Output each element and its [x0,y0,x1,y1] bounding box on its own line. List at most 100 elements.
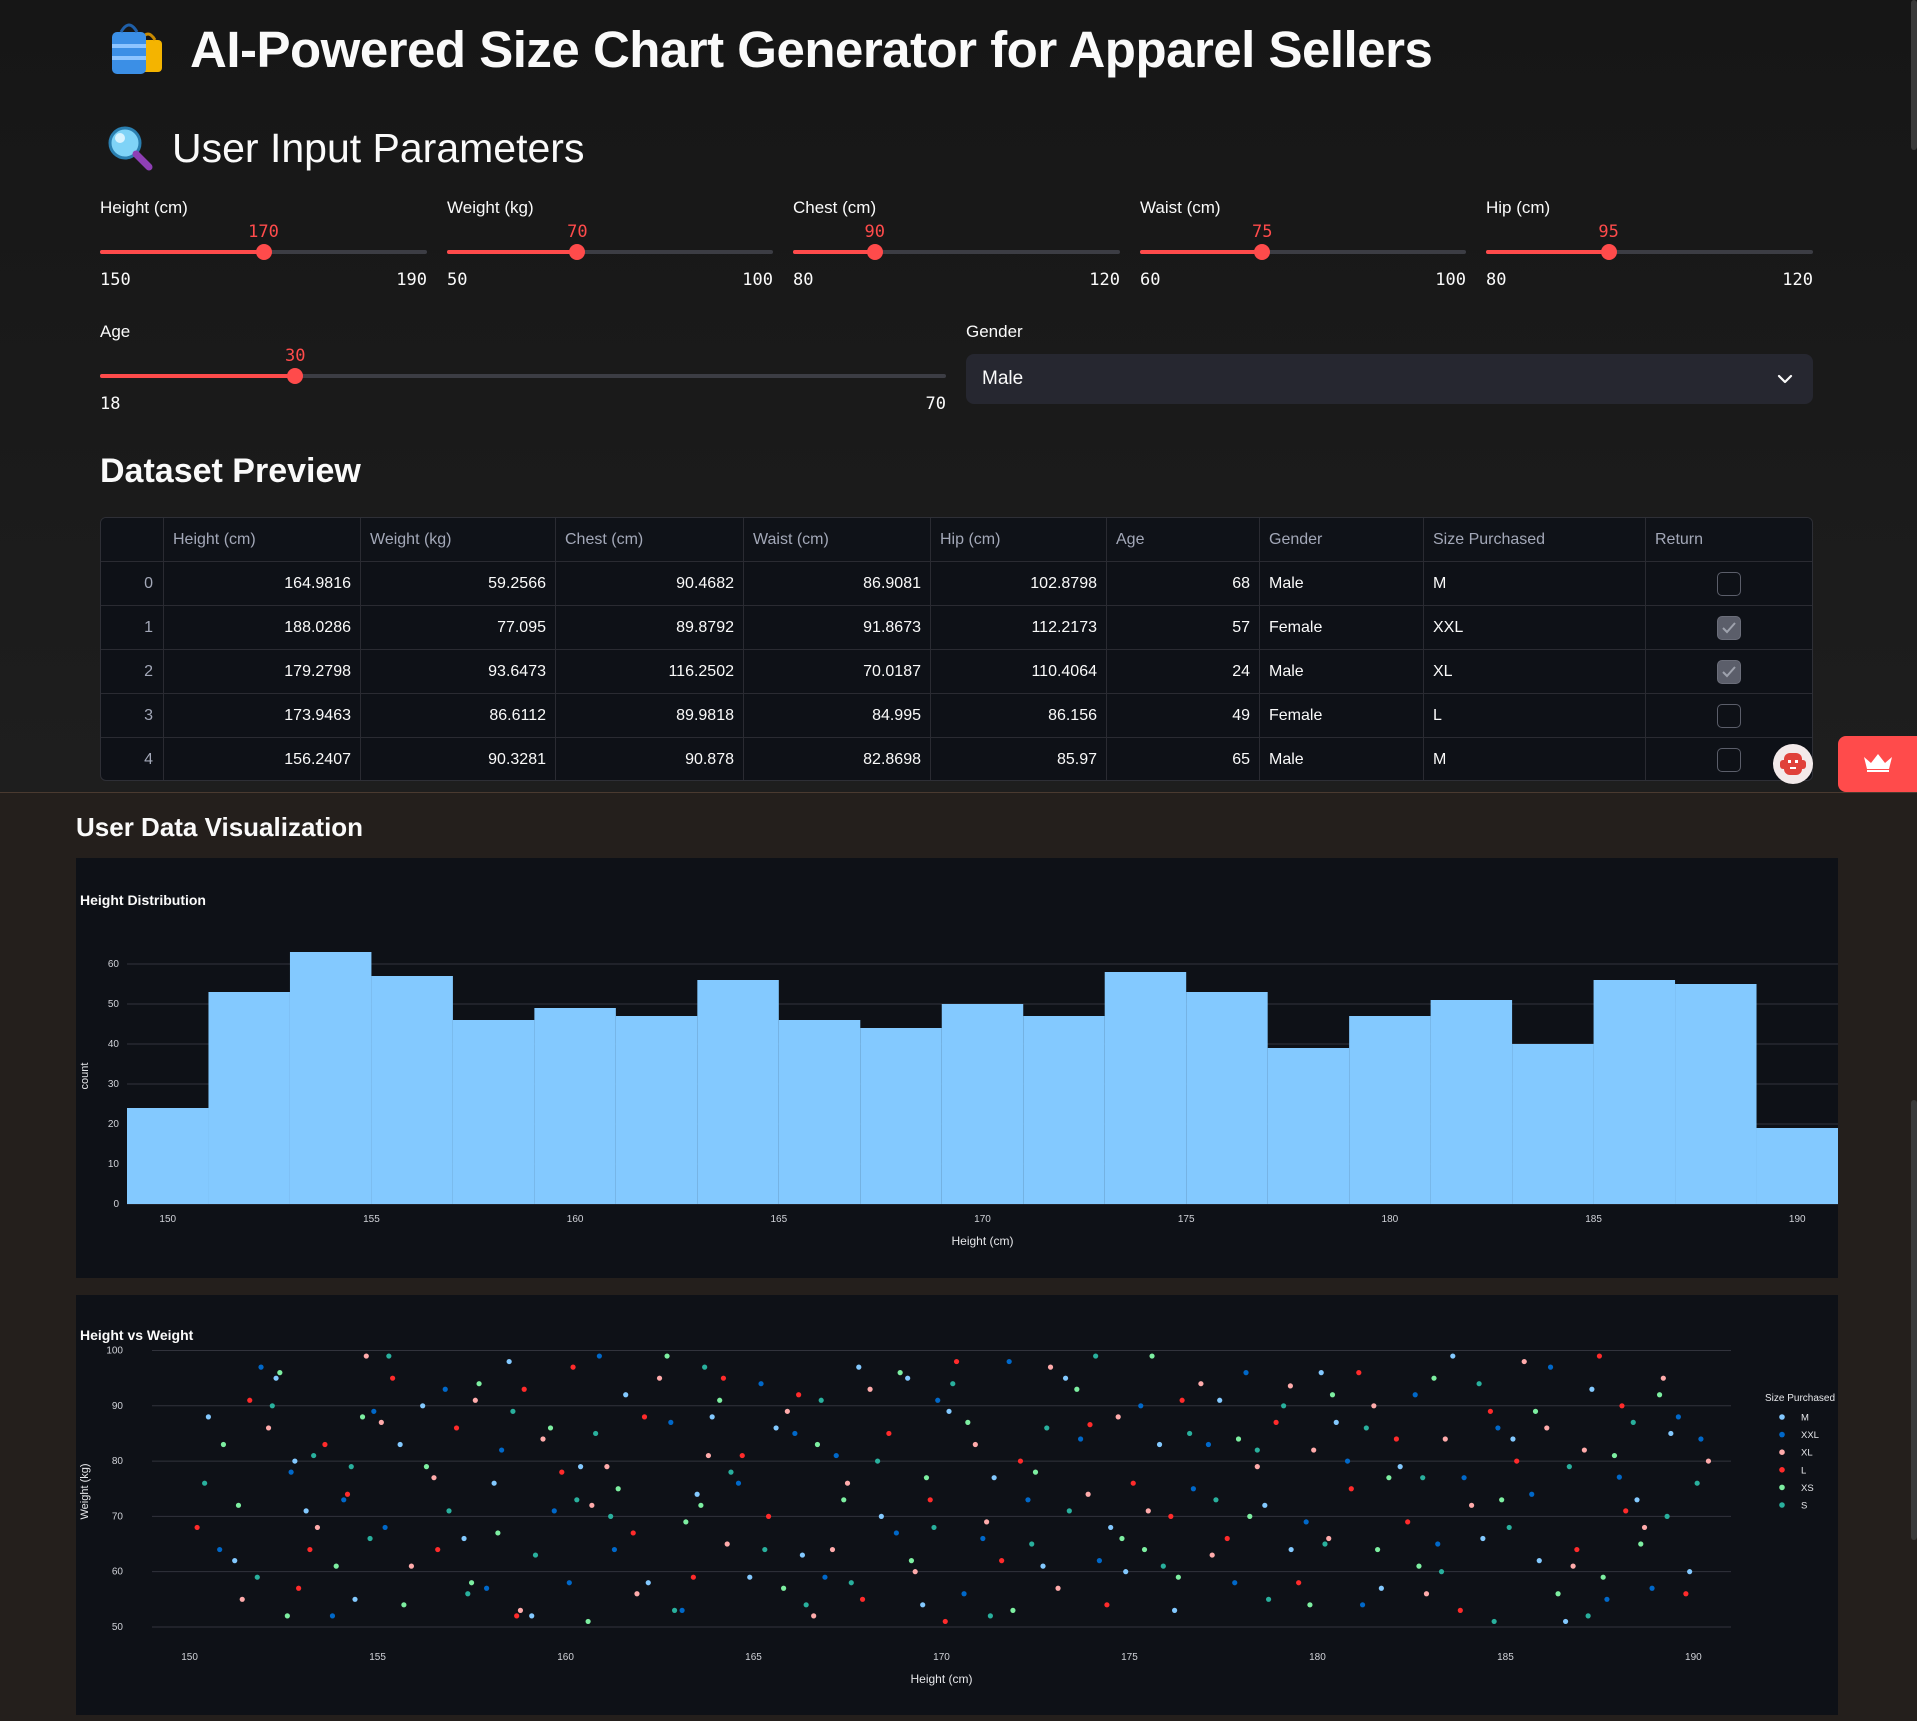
scatter-point[interactable] [822,1574,828,1580]
scatter-point[interactable] [1273,1419,1279,1425]
gender-cell[interactable]: Female [1260,606,1424,649]
table-header-gender[interactable]: Gender [1260,518,1424,561]
scatter-point[interactable] [1634,1497,1640,1503]
scatter-point[interactable] [634,1591,640,1597]
histogram-bar[interactable] [1186,992,1268,1204]
scatter-point[interactable] [446,1508,452,1514]
scatter-point[interactable] [499,1447,505,1453]
scatter-point[interactable] [382,1524,388,1531]
scatter-point[interactable] [920,1602,926,1608]
scatter-point[interactable] [1115,1414,1121,1420]
scatter-point[interactable] [1066,1508,1072,1514]
scatter-point[interactable] [517,1607,524,1613]
scatter-point[interactable] [1175,1574,1181,1580]
scatter-point[interactable] [1442,1436,1448,1442]
scatter-point[interactable] [1431,1375,1437,1381]
scatter-point[interactable] [1649,1585,1655,1591]
scatter-point[interactable] [1705,1458,1712,1464]
scatter-point[interactable] [833,1452,839,1459]
scatter-point[interactable] [965,1419,971,1425]
age-cell[interactable]: 49 [1107,694,1260,737]
scatter-point[interactable] [1333,1419,1339,1425]
scatter-point[interactable] [1187,1430,1193,1437]
waist-cell[interactable]: 70.0187 [744,650,931,693]
return-cell[interactable] [1646,650,1812,693]
scatter-point[interactable] [483,1585,490,1591]
scatter-point[interactable] [1600,1574,1606,1580]
scatter-point[interactable] [284,1613,290,1619]
scatter-point[interactable] [1062,1375,1069,1381]
scatter-point[interactable] [1074,1386,1080,1392]
height-cell[interactable]: 179.2798 [164,650,361,693]
scatter-point[interactable] [521,1386,527,1392]
weight-slider[interactable]: Weight (kg) 70 50 100 [447,198,773,298]
scatter-point[interactable] [1683,1591,1689,1597]
legend-marker[interactable] [1779,1414,1785,1420]
histogram-bar[interactable] [697,980,779,1204]
scatter-point[interactable] [1040,1563,1046,1569]
scatter-point[interactable] [566,1580,572,1586]
height-weight-scatter-chart[interactable]: Height vs Weight 50 60 70 80 90 100 150 155 160 1… [76,1295,1838,1715]
scatter-point[interactable] [611,1546,618,1553]
scatter-point[interactable] [908,1558,915,1564]
scatter-point[interactable] [585,1618,591,1625]
scatter-point[interactable] [333,1563,339,1569]
scatter-point[interactable] [1521,1358,1527,1365]
scatter-point[interactable] [322,1441,328,1448]
scatter-point[interactable] [593,1430,599,1437]
weight-slider-track[interactable] [447,244,773,260]
scatter-point[interactable] [923,1475,930,1481]
scatter-point[interactable] [311,1452,317,1459]
scatter-point[interactable] [1247,1513,1253,1519]
age-slider-thumb[interactable] [287,368,304,384]
scatter-point[interactable] [931,1524,937,1531]
scatter-point[interactable] [1108,1524,1114,1531]
return-checkbox[interactable] [1717,703,1741,728]
scatter-point[interactable] [1416,1563,1422,1569]
scatter-point[interactable] [1329,1392,1336,1398]
scatter-point[interactable] [1205,1441,1212,1448]
scatter-point[interactable] [765,1513,772,1519]
scatter-point[interactable] [1055,1585,1061,1591]
scatter-point[interactable] [442,1386,448,1392]
scatter-point[interactable] [1405,1519,1411,1525]
age-cell[interactable]: 57 [1107,606,1260,649]
scatter-point[interactable] [1318,1370,1324,1376]
scatter-point[interactable] [1296,1580,1302,1586]
scrollbar-lower[interactable] [1911,1100,1917,1540]
scatter-point[interactable] [848,1580,854,1586]
waist-slider-thumb[interactable] [1254,244,1271,260]
scatter-point[interactable] [235,1502,242,1508]
legend-marker[interactable] [1779,1449,1785,1455]
histogram-bar[interactable] [371,976,453,1204]
scatter-point[interactable] [784,1408,790,1414]
scatter-point[interactable] [423,1464,430,1470]
histogram-bar[interactable] [1023,1016,1105,1204]
scatter-point[interactable] [671,1607,678,1613]
height-cell[interactable]: 164.9816 [164,562,361,605]
scatter-point[interactable] [1168,1513,1174,1519]
scatter-point[interactable] [717,1397,723,1403]
waist-cell[interactable]: 86.9081 [744,562,931,605]
scatter-point[interactable] [465,1591,471,1597]
scatter-point[interactable] [773,1425,779,1431]
histogram-bar[interactable] [208,992,290,1204]
scatter-point[interactable] [747,1574,753,1580]
legend-item-label[interactable]: XXL [1801,1430,1819,1441]
table-header-waist[interactable]: Waist (cm) [744,518,931,561]
scatter-point[interactable] [1476,1381,1482,1387]
table-row[interactable]: 0 164.9816 59.2566 90.4682 86.9081 102.8798 68… [101,562,1812,606]
age-cell[interactable]: 68 [1107,562,1260,605]
scatter-point[interactable] [1698,1436,1704,1442]
scatter-point[interactable] [841,1497,847,1503]
scatter-point[interactable] [1570,1563,1576,1569]
scatter-point[interactable] [1566,1464,1572,1470]
height-cell[interactable]: 173.9463 [164,694,361,737]
table-header-chest[interactable]: Chest (cm) [556,518,744,561]
table-header-return[interactable]: Return [1646,518,1812,561]
scatter-point[interactable] [709,1414,715,1420]
legend-item-label[interactable]: XS [1801,1483,1814,1494]
scatter-point[interactable] [1359,1602,1366,1608]
scatter-point[interactable] [623,1392,629,1398]
scatter-point[interactable] [1630,1419,1636,1425]
